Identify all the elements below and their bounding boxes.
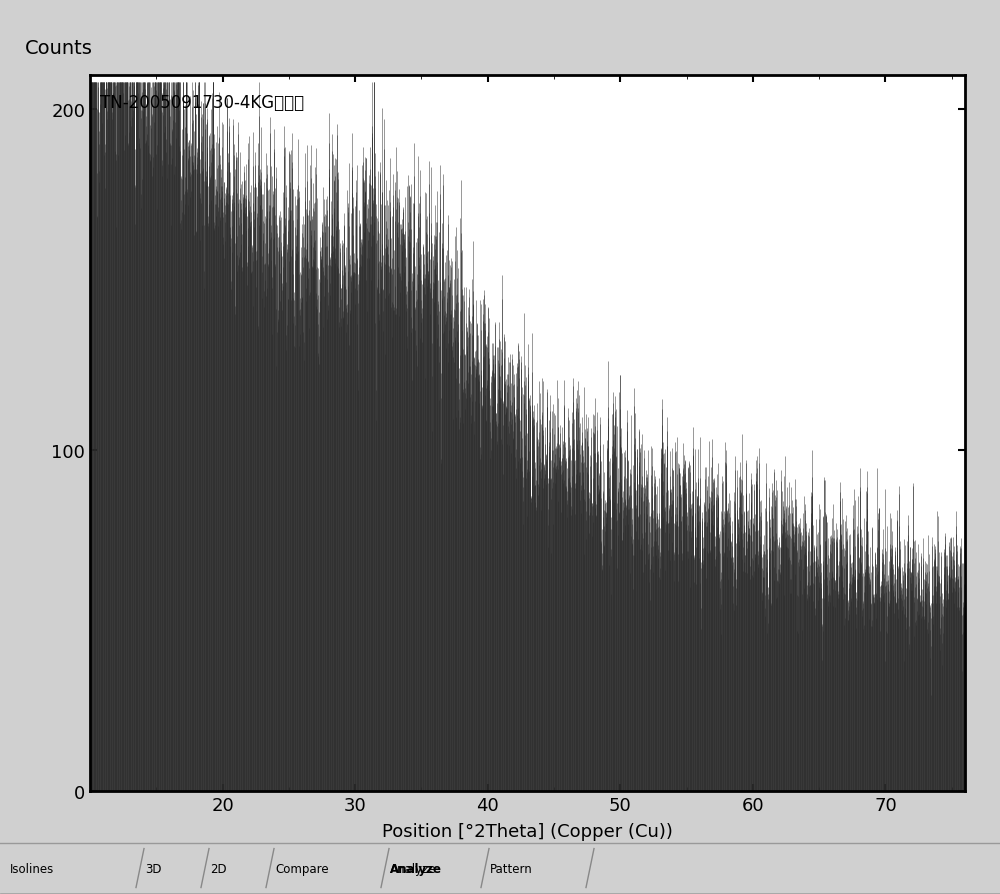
Text: Isolines: Isolines (10, 862, 54, 874)
X-axis label: Position [°2Theta] (Copper (Cu)): Position [°2Theta] (Copper (Cu)) (382, 822, 673, 840)
Text: 2D: 2D (210, 862, 227, 874)
Text: Compare: Compare (275, 862, 329, 874)
Text: TN-2005091730-4KG钒停镜: TN-2005091730-4KG钒停镜 (100, 94, 305, 112)
Text: Pattern: Pattern (490, 862, 533, 874)
Text: Analyze: Analyze (390, 862, 437, 874)
Text: 3D: 3D (145, 862, 162, 874)
Text: Counts: Counts (25, 39, 93, 58)
Text: Analyze: Analyze (390, 862, 442, 874)
